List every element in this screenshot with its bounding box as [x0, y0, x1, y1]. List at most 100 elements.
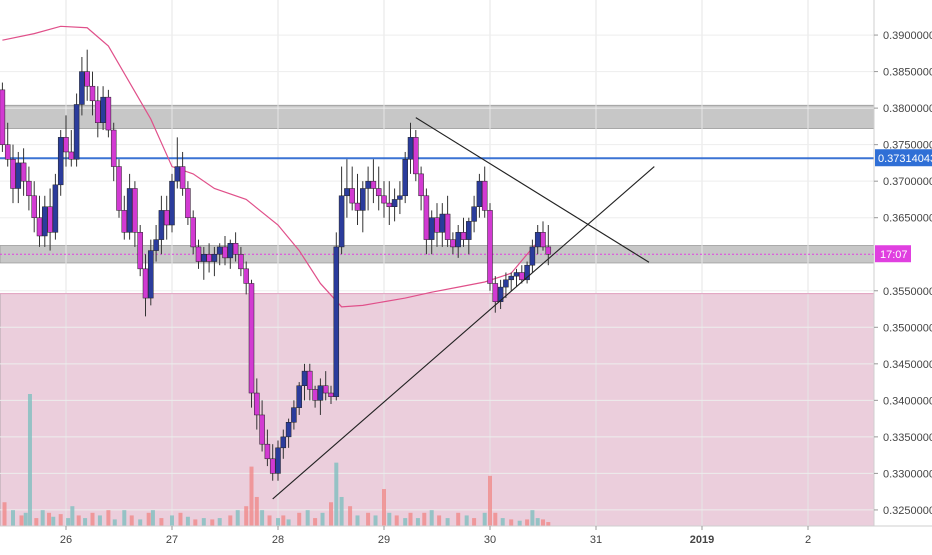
candle-body[interactable]	[10, 159, 16, 189]
candle-body[interactable]	[264, 443, 271, 460]
candle-body[interactable]	[413, 137, 419, 175]
volume-bar[interactable]	[138, 519, 143, 526]
volume-bar[interactable]	[373, 515, 378, 526]
candle-body[interactable]	[269, 458, 276, 474]
candle-body[interactable]	[444, 213, 451, 240]
candle-body[interactable]	[42, 206, 48, 237]
candle-body[interactable]	[15, 162, 22, 189]
candle-body[interactable]	[26, 180, 32, 197]
candle-body[interactable]	[545, 246, 552, 255]
candle-body[interactable]	[492, 283, 499, 302]
resistance-zone[interactable]	[0, 104, 875, 129]
volume-bar[interactable]	[58, 514, 63, 526]
candle-body[interactable]	[280, 436, 287, 449]
current-price-label-box[interactable]	[875, 149, 932, 167]
candle-body[interactable]	[116, 166, 122, 211]
candle-body[interactable]	[307, 370, 313, 390]
candle-body[interactable]	[428, 217, 435, 240]
volume-bar[interactable]	[249, 466, 254, 526]
candle-body[interactable]	[169, 180, 175, 226]
volume-bar[interactable]	[408, 512, 413, 526]
volume-bar[interactable]	[90, 512, 95, 526]
candle-body[interactable]	[79, 71, 85, 105]
candle-body[interactable]	[481, 180, 488, 211]
volume-bar[interactable]	[305, 510, 310, 526]
candle-body[interactable]	[344, 188, 350, 197]
candle-body[interactable]	[391, 199, 398, 207]
volume-bar[interactable]	[517, 520, 522, 526]
candle-body[interactable]	[354, 202, 361, 211]
volume-bar[interactable]	[193, 519, 198, 526]
candle-body[interactable]	[513, 272, 520, 277]
volume-bar[interactable]	[159, 518, 164, 526]
candle-body[interactable]	[121, 210, 128, 233]
candle-body[interactable]	[105, 96, 112, 131]
candle-body[interactable]	[360, 188, 366, 211]
volume-bar[interactable]	[394, 515, 399, 526]
volume-bar[interactable]	[348, 506, 353, 526]
volume-bar[interactable]	[267, 515, 272, 526]
candle-body[interactable]	[126, 188, 133, 233]
candle-body[interactable]	[238, 253, 244, 270]
volume-bar[interactable]	[429, 510, 434, 526]
volume-bar[interactable]	[382, 489, 386, 526]
volume-bar[interactable]	[445, 518, 450, 526]
candle-body[interactable]	[216, 246, 223, 255]
volume-bar[interactable]	[437, 515, 442, 526]
candle-body[interactable]	[370, 180, 377, 189]
candle-body[interactable]	[407, 137, 414, 160]
candle-body[interactable]	[434, 217, 440, 233]
candle-body[interactable]	[386, 202, 393, 207]
candle-body[interactable]	[476, 180, 483, 207]
candle-body[interactable]	[296, 385, 302, 408]
volume-bar[interactable]	[66, 518, 71, 526]
candle-body[interactable]	[110, 129, 117, 167]
candle-body[interactable]	[73, 104, 80, 160]
candle-body[interactable]	[508, 275, 514, 281]
volume-bar[interactable]	[40, 510, 45, 526]
volume-bar[interactable]	[281, 515, 286, 526]
volume-bar[interactable]	[546, 522, 551, 526]
volume-bar[interactable]	[217, 518, 222, 526]
candle-body[interactable]	[534, 232, 541, 248]
volume-bar[interactable]	[329, 502, 333, 526]
candle-body[interactable]	[349, 188, 355, 204]
candle-body[interactable]	[365, 180, 371, 189]
candle-body[interactable]	[201, 253, 207, 262]
candle-body[interactable]	[232, 243, 239, 255]
volume-bar[interactable]	[415, 518, 420, 526]
candle-body[interactable]	[100, 96, 106, 123]
volume-bar[interactable]	[403, 518, 408, 526]
volume-bar[interactable]	[260, 510, 265, 526]
candle-timer-box[interactable]	[875, 245, 911, 263]
candle-body[interactable]	[466, 221, 472, 240]
volume-bar[interactable]	[500, 518, 505, 526]
volume-bar[interactable]	[493, 512, 498, 526]
volume-bar[interactable]	[27, 394, 32, 526]
candle-body[interactable]	[259, 414, 265, 445]
candle-body[interactable]	[31, 195, 37, 218]
volume-bar[interactable]	[235, 510, 240, 526]
volume-bar[interactable]	[112, 519, 117, 526]
time-axis[interactable]	[0, 526, 932, 550]
volume-bar[interactable]	[11, 510, 15, 526]
volume-bar[interactable]	[339, 496, 344, 526]
volume-bar[interactable]	[387, 512, 392, 526]
candle-body[interactable]	[301, 370, 308, 386]
candle-body[interactable]	[529, 246, 536, 266]
volume-bar[interactable]	[2, 502, 7, 526]
volume-bar[interactable]	[525, 519, 530, 526]
candle-body[interactable]	[524, 264, 530, 281]
volume-bar[interactable]	[51, 516, 56, 526]
volume-bar[interactable]	[146, 512, 151, 526]
ascending-trendline[interactable]	[272, 166, 655, 500]
candle-body[interactable]	[222, 246, 228, 259]
candle-body[interactable]	[418, 173, 424, 197]
volume-bar[interactable]	[19, 515, 24, 526]
candle-body[interactable]	[68, 151, 75, 160]
volume-bar[interactable]	[150, 510, 155, 526]
candle-body[interactable]	[20, 162, 27, 182]
volume-bar[interactable]	[541, 519, 545, 526]
candle-body[interactable]	[254, 392, 260, 416]
